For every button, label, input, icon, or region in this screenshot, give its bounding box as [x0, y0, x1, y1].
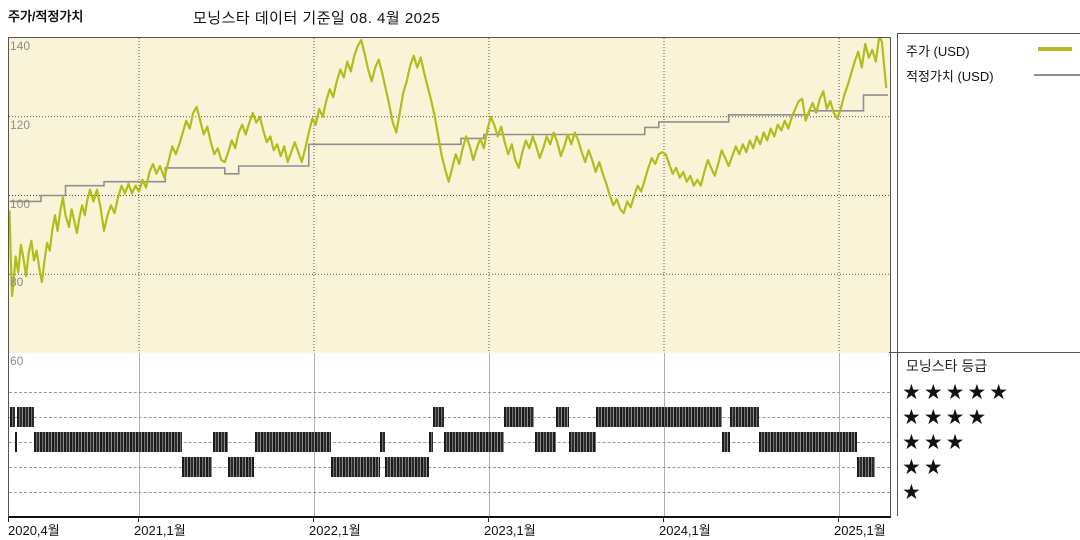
rating-bar-4-star — [595, 407, 722, 427]
rating-bar-3-star — [254, 432, 331, 452]
legend-box-top-border — [897, 33, 1080, 34]
rating-bar-4-star — [503, 407, 535, 427]
legend-item-fair-value: 적정가치 (USD) — [906, 69, 994, 84]
x-tick-mark — [138, 518, 139, 522]
star-row-3: ★★★ — [902, 430, 968, 454]
chart-title: 주가/적정가치 — [8, 9, 84, 24]
rating-bar-2-star — [228, 457, 255, 477]
rating-row-line-5-star — [9, 392, 890, 393]
rating-bar-2-star — [384, 457, 429, 477]
x-tick-mark — [488, 518, 489, 522]
price-line — [9, 38, 888, 297]
star-row-4: ★★★★ — [902, 405, 990, 429]
legend-item-price: 주가 (USD) — [906, 44, 970, 59]
rating-bar-4-star — [9, 407, 15, 427]
rating-bar-4-star — [433, 407, 445, 427]
fair-value-line-swatch — [1034, 74, 1080, 76]
rating-bar-2-star — [857, 457, 875, 477]
y-tick-label: 80 — [10, 275, 24, 290]
x-tick-label: 2022,1월 — [309, 523, 361, 538]
y-tick-label: 60 — [10, 354, 24, 368]
y-tick-label: 120 — [10, 117, 31, 132]
rating-row-line-4-star — [9, 417, 890, 418]
x-tick-label: 2025,1월 — [834, 523, 886, 538]
ratings-legend-title: 모닝스타 등급 — [906, 358, 988, 374]
star-row-1: ★ — [902, 480, 924, 504]
rating-bar-2-star — [181, 457, 213, 477]
rating-bar-4-star — [729, 407, 760, 427]
data-as-of-label: 모닝스타 데이터 기준일 08. 4월 2025 — [193, 10, 441, 27]
rating-row-line-1-star — [9, 492, 890, 493]
x-tick-label: 2020,4월 — [8, 523, 60, 538]
x-tick-label: 2023,1월 — [484, 523, 536, 538]
price-line-swatch — [1038, 47, 1072, 51]
x-tick-mark — [838, 518, 839, 522]
x-tick-label: 2021,1월 — [134, 523, 186, 538]
x-tick-mark — [313, 518, 314, 522]
panel-divider-line — [897, 33, 898, 516]
x-tick-mark — [8, 518, 9, 522]
rating-row-line-2-star — [9, 467, 890, 468]
rating-bar-3-star — [212, 432, 229, 452]
rating-bar-3-star — [534, 432, 557, 452]
rating-history-panel — [8, 353, 891, 518]
rating-bar-3-star — [759, 432, 858, 452]
y-tick-label: 100 — [10, 196, 31, 211]
rating-bar-3-star — [721, 432, 730, 452]
x-tick-mark — [663, 518, 664, 522]
v-gridline — [664, 353, 665, 516]
panel-boundary-line — [889, 352, 1080, 353]
price-plot — [9, 38, 890, 353]
fair-value-line — [9, 94, 888, 203]
rating-bar-3-star — [444, 432, 504, 452]
rating-bar-3-star — [379, 432, 385, 452]
price-chart-panel — [8, 37, 891, 354]
rating-bar-3-star — [34, 432, 182, 452]
star-row-5: ★★★★★ — [902, 380, 1012, 404]
rating-bar-2-star — [330, 457, 380, 477]
x-tick-label: 2024,1월 — [659, 523, 711, 538]
rating-bar-3-star — [428, 432, 433, 452]
star-row-2: ★★ — [902, 455, 946, 479]
rating-bar-3-star — [14, 432, 18, 452]
rating-bar-4-star — [17, 407, 34, 427]
rating-bar-3-star — [568, 432, 596, 452]
rating-bar-4-star — [556, 407, 569, 427]
y-tick-label: 140 — [10, 39, 31, 53]
